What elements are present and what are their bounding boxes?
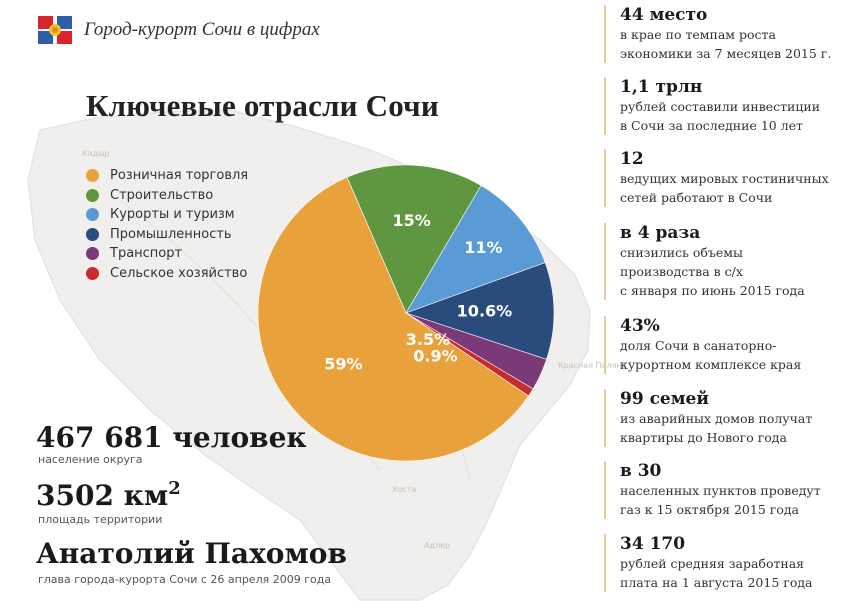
legend-swatch	[86, 247, 99, 261]
legend-swatch	[86, 227, 99, 241]
map-label: Хоста	[392, 485, 416, 494]
fact-text: ведущих мировых гостиничных	[620, 171, 829, 186]
fact-item: 1,1 трлн рублей составили инвестиции в Соч…	[604, 77, 820, 135]
population-value: 467 681 человек	[36, 421, 307, 454]
pie-slice-label: 59%	[324, 354, 362, 373]
fact-value: 12	[620, 149, 644, 169]
area-value: 3502 км2	[36, 478, 181, 512]
pie-slice	[405, 185, 546, 314]
fact-value: в 30	[620, 461, 662, 481]
fact-text: снизились объемы	[620, 245, 743, 260]
pie-slice	[405, 262, 555, 360]
fact-text: сетей работают в Сочи	[620, 190, 773, 205]
pie-slice	[257, 176, 529, 462]
pie-slice-label: 3.5%	[406, 330, 450, 349]
fact-value: 44 место	[620, 5, 708, 25]
chart-title: Ключевые отрасли Сочи	[86, 88, 439, 123]
fact-text: рублей средняя заработная	[620, 556, 805, 571]
fact-text: производства в с/х	[620, 264, 743, 279]
legend-item: Транспорт	[86, 244, 248, 264]
fact-value: 43%	[620, 316, 660, 336]
fact-text: доля Сочи в санаторно-	[620, 338, 777, 353]
fact-text: в крае по темпам роста	[620, 27, 776, 42]
legend-item: Курорты и туризм	[86, 205, 248, 225]
legend-label: Транспорт	[110, 246, 183, 262]
fact-text: населенных пунктов проведут	[620, 483, 821, 498]
header: Город-курорт Сочи в цифрах	[38, 16, 320, 44]
fact-value: 1,1 трлн	[620, 77, 703, 97]
fact-item: 99 семей из аварийных домов получат кварти…	[604, 389, 812, 447]
legend-item: Розничная торговля	[86, 166, 248, 186]
pie-slice	[346, 164, 482, 314]
legend-label: Розничная торговля	[110, 168, 249, 184]
legend-swatch	[86, 266, 99, 280]
map-label: Кадыр	[82, 149, 110, 158]
fact-item: 12 ведущих мировых гостиничных сетей работ…	[604, 149, 829, 207]
sochi-flag-icon	[38, 16, 72, 44]
fact-item: в 4 раза снизились объемы производства в с…	[604, 223, 805, 300]
legend-swatch	[86, 208, 99, 222]
fact-item: 43% доля Сочи в санаторно-курортном компл…	[604, 316, 801, 374]
fact-text: из аварийных домов получат	[620, 411, 813, 426]
header-title: Город-курорт Сочи в цифрах	[84, 19, 320, 40]
legend-item: Сельское хозяйство	[86, 264, 248, 284]
legend-label: Промышленность	[110, 226, 232, 242]
legend-item: Промышленность	[86, 225, 248, 245]
legend-swatch	[86, 188, 99, 202]
fact-value: 99 семей	[620, 389, 709, 409]
legend-label: Строительство	[110, 187, 214, 203]
fact-value: 34 170	[620, 534, 686, 554]
fact-text: курортном комплексе края	[620, 357, 802, 372]
mayor-label: глава города-курорта Сочи с 26 апреля 20…	[38, 573, 332, 586]
pie-slice-label: 0.9%	[413, 346, 457, 365]
legend-label: Сельское хозяйство	[110, 265, 248, 281]
fact-text: в Сочи за последние 10 лет	[620, 118, 803, 133]
area-unit-power: 2	[168, 478, 181, 499]
pie-slice-label: 10.6%	[457, 301, 513, 320]
fact-text: газ к 15 октября 2015 года	[620, 502, 799, 517]
legend-item: Строительство	[86, 186, 248, 206]
area-label: площадь территории	[38, 513, 163, 526]
map-label: Красная Поляна	[558, 361, 627, 370]
chart-legend: Розничная торговля Строительство Курорты и…	[86, 166, 248, 283]
legend-label: Курорты и туризм	[110, 207, 235, 223]
fact-item: 34 170 рублей средняя заработная плата на …	[604, 534, 813, 592]
pie-slice-label: 15%	[392, 211, 430, 230]
fact-text: экономики за 7 месяцев 2015 г.	[620, 46, 832, 61]
fact-text: рублей составили инвестиции	[620, 99, 821, 114]
fact-value: в 4 раза	[620, 223, 701, 243]
fact-item: в 30 населенных пунктов проведут газ к 15 …	[604, 461, 821, 519]
area-number: 3502 км	[36, 479, 169, 512]
population-label: население округа	[38, 453, 143, 466]
mayor-name: Анатолий Пахомов	[36, 537, 347, 570]
legend-swatch	[86, 169, 99, 183]
pie-slice-label: 11%	[464, 238, 502, 257]
fact-item: 44 место в крае по темпам роста экономики …	[604, 5, 831, 63]
map-label: Адлер	[424, 541, 450, 550]
fact-text: квартиры до Нового года	[620, 430, 787, 445]
fact-text: плата на 1 августа 2015 года	[620, 575, 813, 590]
fact-text: с января по июнь 2015 года	[620, 283, 805, 298]
